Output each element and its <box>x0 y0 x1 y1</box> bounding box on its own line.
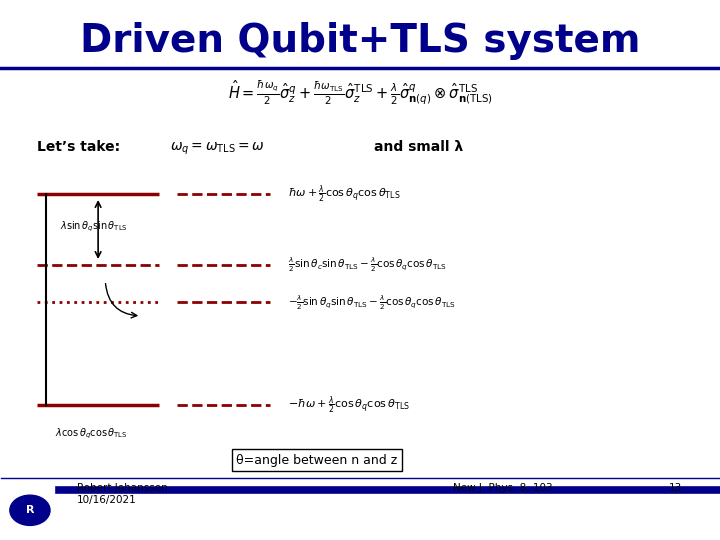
Text: New J. Phys. 8, 103: New J. Phys. 8, 103 <box>454 483 553 494</box>
Text: $\frac{\lambda}{2}\sin\theta_c\sin\theta_{\mathrm{TLS}} - \frac{\lambda}{2}\cos\: $\frac{\lambda}{2}\sin\theta_c\sin\theta… <box>288 255 447 274</box>
Text: $\omega_q = \omega_{\mathrm{TLS}} = \omega$: $\omega_q = \omega_{\mathrm{TLS}} = \ome… <box>170 140 265 157</box>
Circle shape <box>10 495 50 525</box>
Text: Robert Johansson
10/16/2021: Robert Johansson 10/16/2021 <box>76 483 167 505</box>
Text: $\lambda \cos\theta_q \cos\theta_{\mathrm{TLS}}$: $\lambda \cos\theta_q \cos\theta_{\mathr… <box>55 427 127 441</box>
Text: $\lambda \sin\theta_q \sin\theta_{\mathrm{TLS}}$: $\lambda \sin\theta_q \sin\theta_{\mathr… <box>60 220 128 234</box>
Text: and small λ: and small λ <box>374 140 464 154</box>
Text: $-\hbar\omega + \frac{\lambda}{2}\cos\theta_q\cos\theta_{\mathrm{TLS}}$: $-\hbar\omega + \frac{\lambda}{2}\cos\th… <box>288 394 410 416</box>
Text: $-\frac{\lambda}{2}\sin\theta_q\sin\theta_{\mathrm{TLS}} - \frac{\lambda}{2}\cos: $-\frac{\lambda}{2}\sin\theta_q\sin\thet… <box>288 293 456 312</box>
Text: Driven Qubit+TLS system: Driven Qubit+TLS system <box>80 22 640 59</box>
Text: θ=angle between n and z: θ=angle between n and z <box>236 454 397 467</box>
Text: $\hbar\omega + \frac{\lambda}{2}\cos\theta_q\cos\theta_{\mathrm{TLS}}$: $\hbar\omega + \frac{\lambda}{2}\cos\the… <box>288 184 401 205</box>
Text: 13: 13 <box>669 483 682 494</box>
Text: Let’s take:: Let’s take: <box>37 140 120 154</box>
Text: $\hat{H} = \frac{\hbar\omega_q}{2}\hat{\sigma}_z^q + \frac{\hbar\omega_{\mathrm{: $\hat{H} = \frac{\hbar\omega_q}{2}\hat{\… <box>228 78 492 107</box>
Text: R: R <box>26 505 34 515</box>
